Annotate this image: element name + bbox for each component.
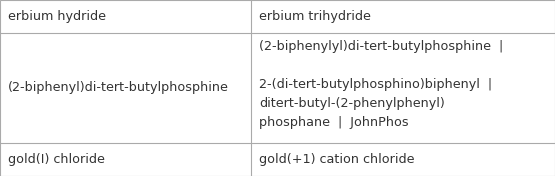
Text: (2-biphenylyl)di-tert-butylphosphine  |

2-(di-tert-butylphosphino)biphenyl  |
d: (2-biphenylyl)di-tert-butylphosphine | 2… [259,40,503,129]
Text: erbium trihydride: erbium trihydride [259,10,371,23]
Text: gold(+1) cation chloride: gold(+1) cation chloride [259,153,415,166]
Text: erbium hydride: erbium hydride [8,10,107,23]
Text: (2-biphenyl)di-tert-butylphosphine: (2-biphenyl)di-tert-butylphosphine [8,81,229,94]
Text: gold(I) chloride: gold(I) chloride [8,153,105,166]
